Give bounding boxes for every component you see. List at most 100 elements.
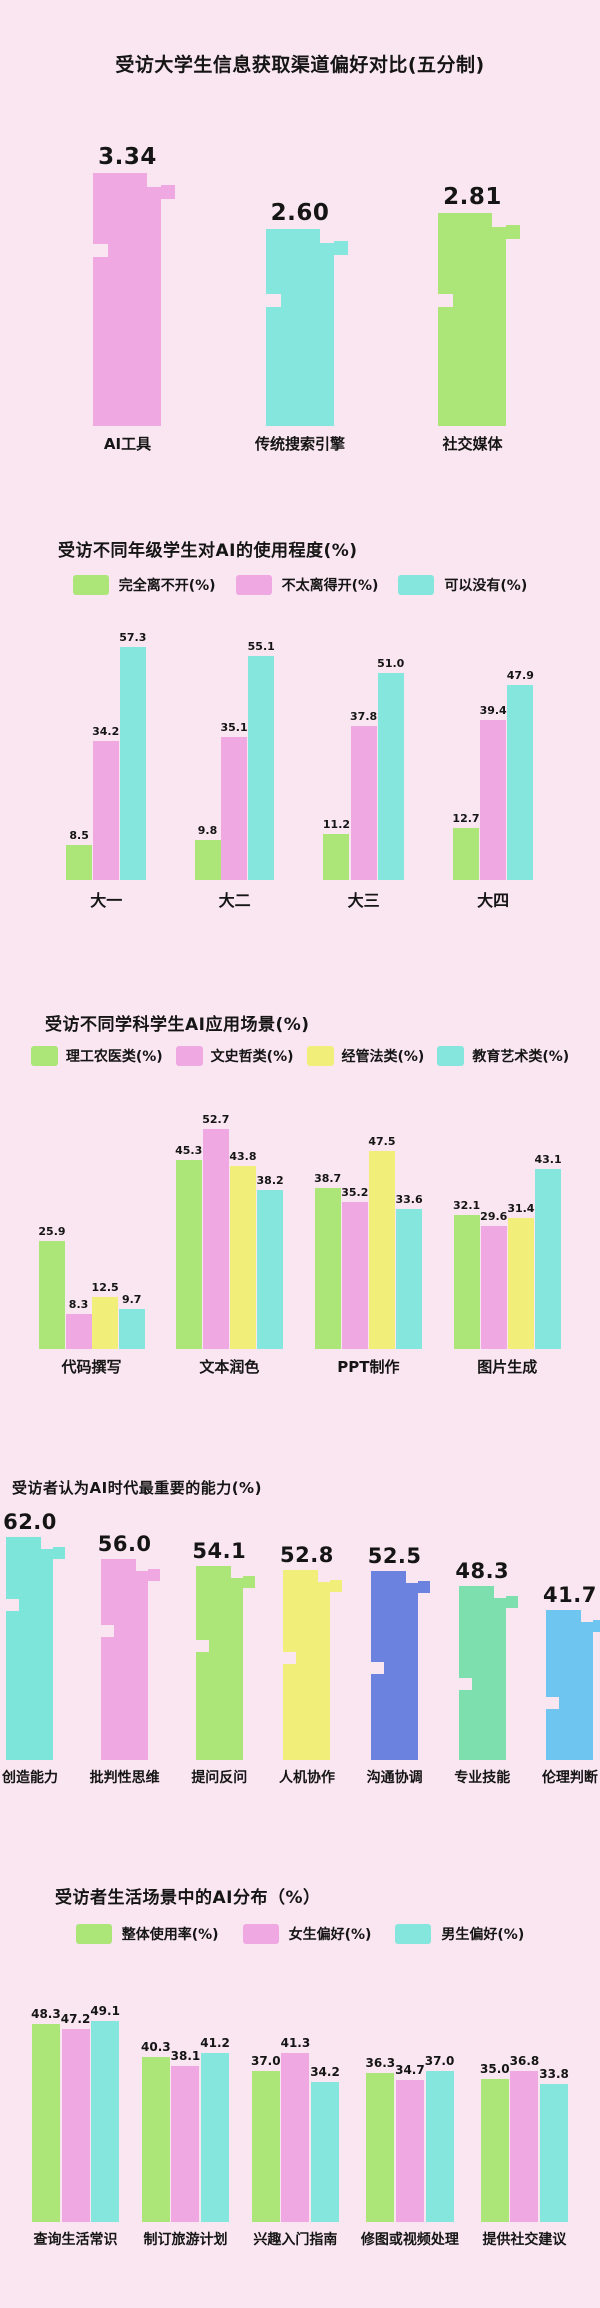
bar-wrapper: 8.3 (65, 1298, 92, 1349)
bar-stack: 38.7 35.2 47.5 33.6 (314, 1098, 423, 1349)
bar (265, 229, 348, 426)
value-label: 48.3 (31, 2007, 61, 2021)
legend-swatch-icon (75, 1924, 112, 1944)
bar-stack: 40.3 38.1 41.2 (141, 1979, 230, 2222)
category-label: 提问反问 (191, 1770, 248, 1786)
legend-item: 文史哲类(%) (175, 1046, 294, 1066)
legend-swatch-icon (395, 1924, 432, 1944)
bar-stack: 48.3 47.2 49.1 (31, 1979, 120, 2222)
bar-group: 37.0 41.3 34.2 兴趣入门指南 (251, 1979, 340, 2249)
bar-wrapper: 2.60 (265, 200, 348, 426)
legend-label: 理工农医类(%) (65, 1049, 163, 1065)
bar-wrapper: 55.1 (248, 640, 275, 880)
bar-stack: 37.0 41.3 34.2 (251, 1979, 340, 2222)
pixel-notch-icon (283, 1651, 297, 1664)
bar-group: 52.8 人机协作 (279, 1498, 343, 1787)
legend-swatch-icon (175, 1046, 203, 1066)
bar-stack: 36.3 34.7 37.0 (366, 1979, 454, 2222)
value-label: 47.9 (506, 669, 534, 682)
bar-wrapper: 41.7 (543, 1583, 600, 1760)
plot-area: 48.3 47.2 49.1 查询生活常识 40.3 38.1 41.2 制订旅游计划 37.0… (0, 1979, 600, 2249)
category-label: 提供社交建议 (482, 2232, 567, 2248)
value-label: 45.3 (175, 1144, 203, 1157)
chart-channel-preference: 受访大学生信息获取渠道偏好对比(五分制) 3.34 AI工具 2.60 传统搜索引擎 2… (0, 50, 600, 454)
bar-group: 40.3 38.1 41.2 制订旅游计划 (141, 1979, 230, 2249)
category-label: 传统搜索引擎 (254, 435, 345, 453)
bar-wrapper: 52.8 (280, 1543, 343, 1760)
value-label: 34.2 (92, 725, 120, 738)
bar-wrapper: 31.4 (507, 1202, 534, 1349)
bar-wrapper: 54.1 (192, 1539, 255, 1760)
pixel-notch-icon (581, 1610, 594, 1622)
bar-wrapper: 49.1 (90, 2004, 120, 2222)
bar (314, 1188, 341, 1349)
pixel-notch-icon (93, 243, 109, 257)
value-label: 38.2 (256, 1174, 284, 1187)
value-label: 3.34 (98, 144, 157, 170)
pixel-notch-icon (230, 1566, 243, 1578)
pixel-square-icon (333, 241, 348, 255)
pixel-notch-icon (265, 294, 281, 307)
pixel-square-icon (161, 185, 176, 199)
value-label: 41.7 (543, 1583, 597, 1607)
bar-wrapper: 41.3 (281, 2036, 310, 2222)
bar (507, 1218, 534, 1349)
bar-stack: 52.5 (368, 1498, 431, 1760)
legend-label: 整体使用率(%) (121, 1927, 219, 1943)
bar (92, 1297, 119, 1349)
value-label: 56.0 (97, 1532, 152, 1556)
bar-wrapper: 2.81 (438, 184, 521, 426)
bar-group: 8.5 34.2 57.3 大一 (66, 614, 146, 911)
legend-label: 女生偏好(%) (288, 1927, 372, 1943)
value-label: 33.6 (395, 1193, 423, 1206)
bar-stack: 45.3 52.7 43.8 38.2 (175, 1098, 284, 1349)
legend-label: 男生偏好(%) (441, 1927, 525, 1943)
legend-swatch-icon (398, 575, 435, 595)
pixel-square-icon (505, 1596, 518, 1608)
pixel-notch-icon (319, 229, 334, 243)
bar-wrapper: 39.4 (480, 704, 507, 880)
legend-item: 经管法类(%) (306, 1046, 424, 1066)
bar (171, 2066, 200, 2222)
pixel-notch-icon (546, 1697, 560, 1709)
bar (480, 1226, 507, 1349)
category-label: 沟通协调 (366, 1770, 423, 1786)
bar (6, 1537, 66, 1760)
bar-wrapper: 9.7 (118, 1293, 145, 1349)
bar (221, 737, 248, 880)
chart-legend: 整体使用率(%) 女生偏好(%) 男生偏好(%) (0, 1924, 600, 1944)
chart-title: 受访大学生信息获取渠道偏好对比(五分制) (115, 54, 485, 76)
bar-group: 2.60 传统搜索引擎 (254, 131, 348, 454)
bar-wrapper: 37.0 (425, 2054, 454, 2222)
pixel-square-icon (330, 1580, 343, 1592)
category-label: AI工具 (103, 435, 152, 453)
bar-wrapper: 35.2 (341, 1186, 368, 1349)
bar (251, 2071, 280, 2222)
bar-stack: 54.1 (192, 1498, 255, 1760)
pixel-notch-icon (371, 1661, 385, 1674)
category-label: 大二 (218, 891, 251, 910)
bar-group: 32.1 29.6 31.4 43.1 图片生成 (453, 1098, 562, 1377)
bar-wrapper: 62.0 (3, 1510, 66, 1760)
bar-group: 48.3 47.2 49.1 查询生活常识 (31, 1979, 120, 2249)
bar (507, 685, 534, 880)
bar-wrapper: 40.3 (141, 2040, 171, 2222)
legend-item: 不太离得开(%) (235, 575, 378, 595)
pixel-notch-icon (493, 1586, 506, 1598)
bar (546, 1610, 600, 1760)
bar-wrapper: 35.0 (480, 2062, 510, 2222)
bar-wrapper: 3.34 (93, 144, 176, 426)
bar (350, 726, 377, 880)
bar-group: 38.7 35.2 47.5 33.6 PPT制作 (314, 1098, 423, 1377)
pixel-square-icon (148, 1569, 161, 1581)
bar-wrapper: 33.6 (395, 1193, 423, 1349)
bar (371, 1571, 431, 1760)
category-label: 专业技能 (454, 1770, 511, 1786)
plot-area: 62.0 创造能力 56.0 批判性思维 54.1 提问反问 52.8 人机协作 52.5 沟通协… (0, 1498, 600, 1787)
bar (281, 2053, 310, 2222)
category-label: 批判性思维 (89, 1770, 160, 1786)
bar (195, 1566, 255, 1760)
pixel-notch-icon (195, 1639, 209, 1652)
bar (118, 1309, 145, 1349)
bar (92, 741, 119, 880)
